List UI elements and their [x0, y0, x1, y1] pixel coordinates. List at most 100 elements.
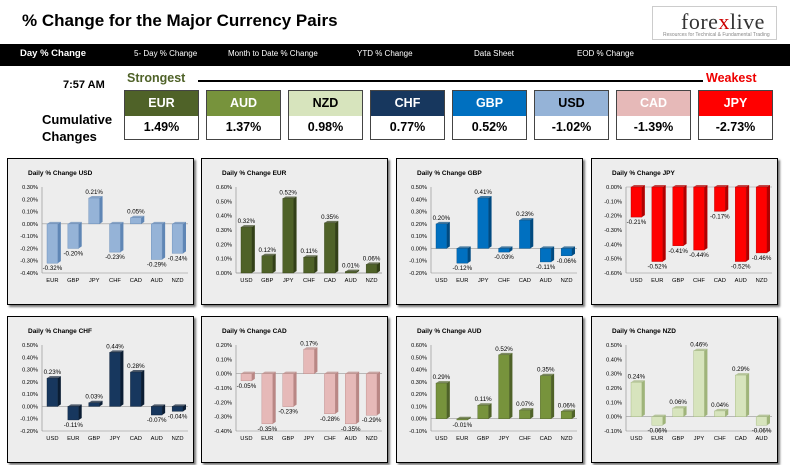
chart-svg: Daily % Change CAD0.20%0.10%0.00%-0.10%-… [214, 328, 382, 442]
bar [519, 409, 531, 419]
x-tick-label: CAD [130, 436, 142, 442]
bar [498, 354, 510, 419]
ranking-line [198, 80, 703, 82]
x-tick-label: NZD [756, 278, 768, 284]
y-tick-label: 0.30% [216, 228, 232, 234]
data-label: -0.12% [452, 265, 472, 272]
data-label: 0.05% [127, 209, 145, 216]
nav-5day-change[interactable]: 5- Day % Change [134, 49, 198, 58]
currency-name: EUR [125, 91, 198, 116]
data-label: 0.35% [321, 214, 339, 221]
bar-side [356, 371, 360, 424]
x-tick-label: EUR [456, 436, 468, 442]
nav-month-to-date[interactable]: Month to Date % Change [228, 49, 318, 58]
bar-side [57, 221, 61, 264]
y-tick-label: -0.20% [214, 400, 232, 406]
bar-top [672, 406, 687, 409]
data-label: 0.11% [475, 396, 493, 403]
data-label: 0.52% [495, 346, 513, 353]
bar-side [641, 185, 645, 218]
bar-side [78, 404, 82, 420]
bar-top [172, 221, 186, 224]
bar [261, 373, 273, 425]
daily-change-chart-2: Daily % Change GBP 0.50% 0.40% 0.30% 0.20% 0.… [396, 158, 583, 305]
y-tick-label: -0.20% [20, 429, 38, 435]
nav-ytd-change[interactable]: YTD % Change [357, 49, 413, 58]
bar-side [356, 269, 360, 273]
bar-top [345, 269, 360, 272]
bar-top [88, 196, 103, 199]
y-tick-label: 0.40% [606, 357, 622, 363]
x-tick-label: CHF [498, 278, 510, 284]
bar-nzd [755, 185, 770, 254]
bar-side [509, 352, 513, 419]
bar [171, 406, 184, 412]
bar-chf [303, 255, 318, 274]
y-tick-label: 0.10% [411, 234, 427, 240]
currency-cell-gbp: GBP 0.52% [452, 90, 527, 140]
bar-side [335, 220, 339, 273]
bar [435, 382, 448, 419]
data-label: 0.28% [127, 363, 145, 370]
bar [130, 371, 142, 407]
bar-cad [714, 185, 729, 212]
bar-side [488, 403, 492, 419]
bar-side [272, 253, 276, 273]
currency-change-value: 1.37% [225, 120, 262, 134]
bar [109, 223, 121, 253]
x-tick-label: USD [630, 436, 642, 442]
bar-aud [735, 185, 750, 262]
bar-top [651, 185, 666, 187]
y-tick-label: -0.10% [409, 259, 427, 265]
y-tick-label: 0.00% [216, 372, 232, 378]
currency-change-value: 1.49% [143, 120, 180, 134]
chart-svg: Daily % Change JPY 0.00% -0.10% -0.20% -0.30… [604, 170, 772, 284]
bar-side [182, 221, 186, 254]
x-tick-label: AUD [540, 278, 552, 284]
bar-side [251, 225, 255, 273]
bar [651, 416, 663, 426]
y-tick-label: 0.10% [411, 404, 427, 410]
bar-top [324, 371, 339, 374]
chart-svg: Daily % Change AUD 0.60% 0.50% 0.40% 0.30% 0.… [409, 328, 577, 442]
bar [456, 248, 468, 264]
bar-nzd [560, 246, 575, 257]
weakest-label: Weakest [706, 71, 757, 85]
data-label: -0.21% [627, 219, 647, 226]
bar-gbp [282, 371, 297, 407]
x-tick-label: USD [240, 278, 252, 284]
bar-gbp [477, 403, 492, 419]
bar [324, 222, 336, 274]
forexlive-logo[interactable]: forexlive Resources for Technical & Fund… [652, 6, 777, 40]
bar-top [519, 408, 534, 411]
data-label: -0.23% [278, 409, 298, 416]
y-tick-label: 0.30% [411, 380, 427, 386]
nav-data-sheet[interactable]: Data Sheet [474, 49, 515, 58]
x-tick-label: NZD [561, 278, 573, 284]
y-tick-label: -0.40% [214, 429, 232, 435]
data-label: -0.06% [752, 427, 772, 434]
currency-cell-aud: AUD 1.37% [206, 90, 281, 140]
bar-nzd [560, 409, 575, 419]
bar-top [714, 185, 729, 187]
nav-eod-change[interactable]: EOD % Change [577, 49, 634, 58]
x-tick-label: GBP [477, 436, 489, 442]
data-label: -0.29% [362, 417, 382, 424]
nav-day-change[interactable]: Day % Change [20, 48, 86, 59]
bar-top [498, 246, 513, 249]
y-tick-label: 0.40% [411, 197, 427, 203]
bar-side [376, 262, 380, 273]
logo-tagline: Resources for Technical & Fundamental Tr… [663, 32, 770, 38]
bar-cad [130, 215, 145, 225]
x-tick-label: USD [435, 436, 447, 442]
bar-side [120, 221, 124, 253]
bar [151, 223, 163, 260]
bar-top [477, 403, 492, 406]
bar-nzd [365, 371, 380, 416]
bar-top [261, 371, 276, 374]
bar-side [272, 371, 276, 424]
data-label: -0.35% [257, 426, 277, 433]
bar [519, 219, 531, 249]
bar-usd [630, 380, 645, 417]
data-label: 0.20% [433, 215, 451, 222]
